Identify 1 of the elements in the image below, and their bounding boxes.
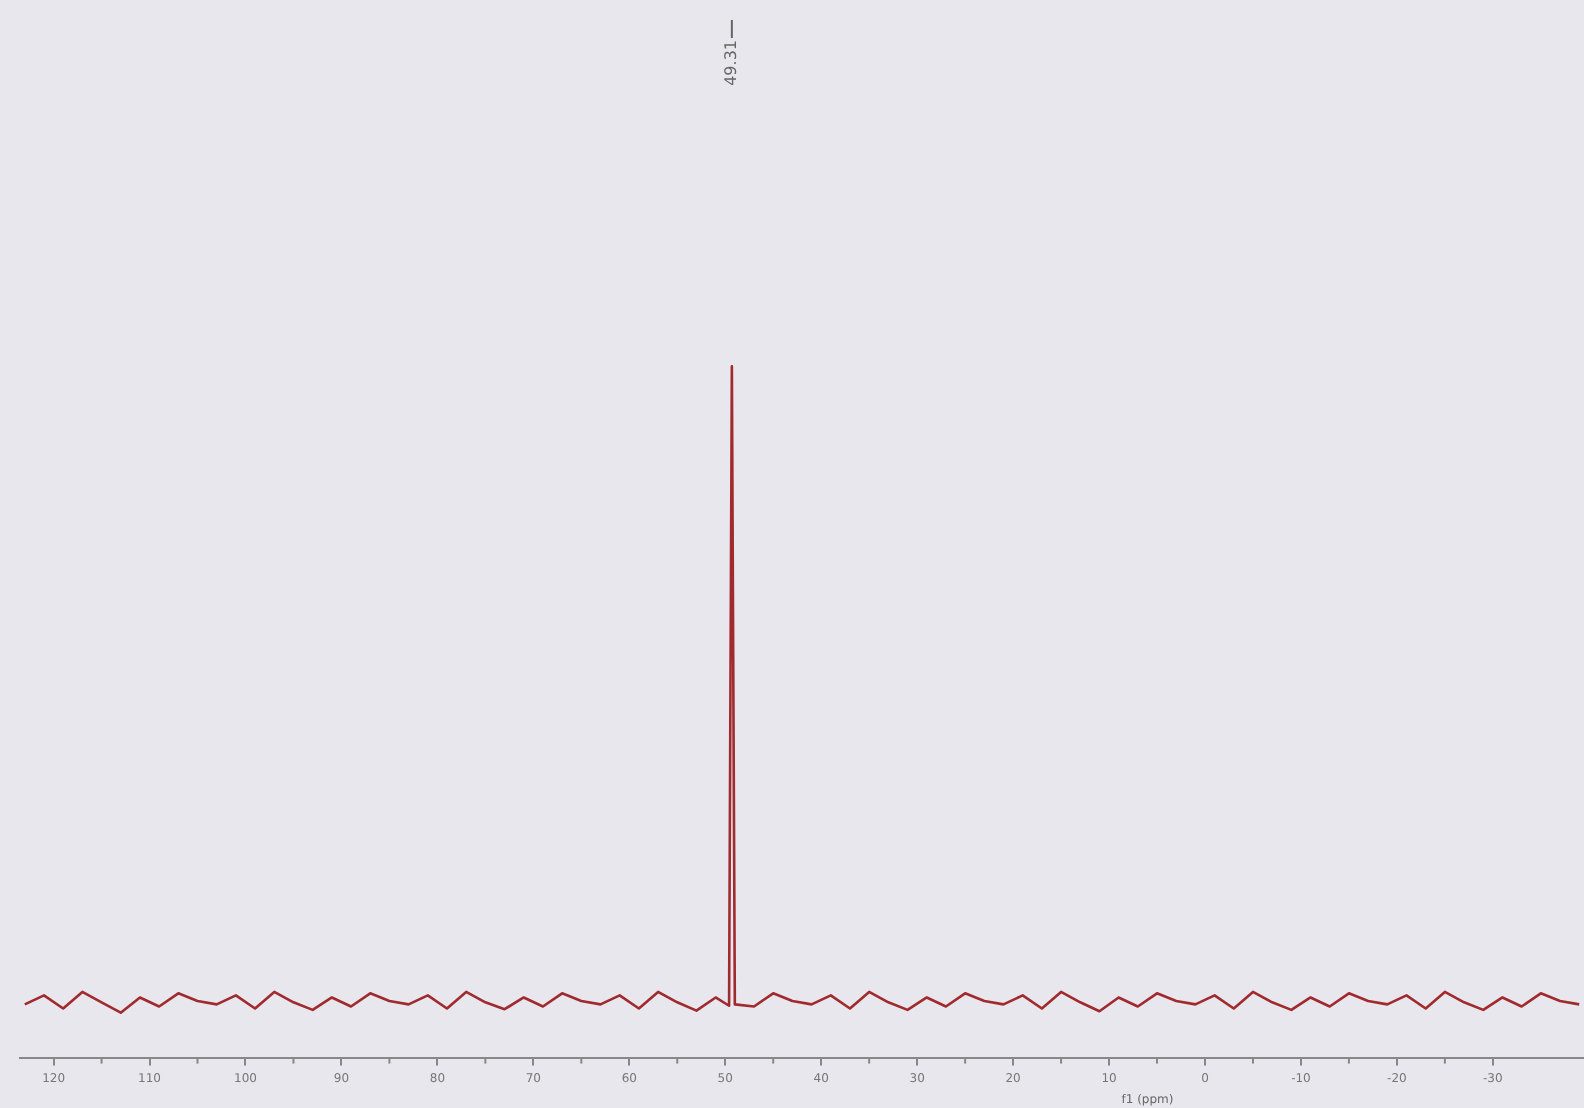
annotation: 49.31 (722, 40, 741, 86)
